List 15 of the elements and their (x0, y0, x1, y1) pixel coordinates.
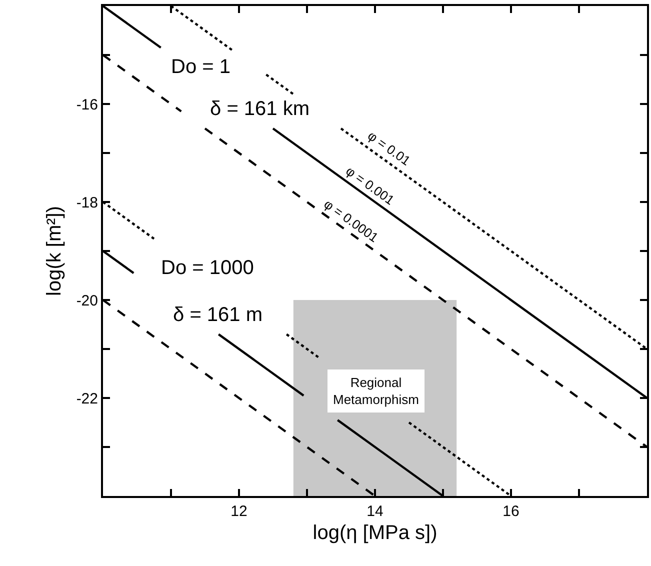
annotation: δ = 161 km (210, 98, 310, 120)
x-tick-label: 16 (502, 503, 520, 520)
annotation: Regional Metamorphism (333, 375, 419, 407)
x-tick-label: 14 (366, 503, 384, 520)
y-tick-label: -16 (76, 96, 98, 114)
annotation: φ = 0.01 (365, 128, 414, 168)
y-tick-label: -18 (76, 194, 98, 212)
x-tick-label: 12 (230, 503, 248, 520)
annotation: Do = 1 (171, 56, 230, 78)
y-axis-title: log(k [m²]) (43, 206, 66, 296)
y-tick-label: -20 (76, 292, 98, 310)
annotation: δ = 161 m (173, 304, 263, 326)
x-axis-title: log(η [MPa s]) (312, 522, 438, 544)
y-tick-label: -22 (76, 390, 98, 408)
annotation: Do = 1000 (161, 257, 254, 279)
